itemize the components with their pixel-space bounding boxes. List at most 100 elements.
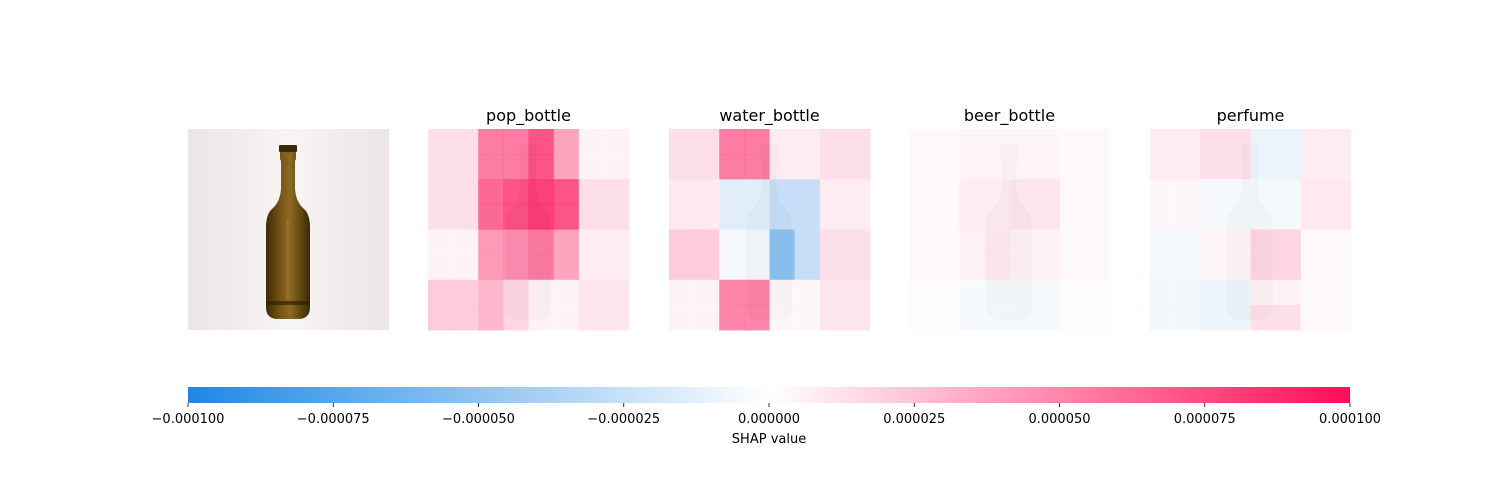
shap-cell — [1059, 254, 1086, 281]
shap-cell — [1034, 229, 1061, 256]
shap-cell — [744, 304, 770, 331]
shap-cell — [959, 204, 985, 230]
shap-cell — [1325, 179, 1352, 205]
shap-cell — [1300, 229, 1327, 256]
shap-cell — [1300, 279, 1327, 306]
shap-cell — [1275, 254, 1302, 281]
shap-cell — [984, 279, 1010, 306]
shap-cell — [428, 179, 454, 205]
shap-cell — [1034, 154, 1061, 180]
shap-cell — [844, 279, 871, 306]
shap-cell — [1325, 279, 1352, 306]
shap-cell — [1300, 304, 1327, 331]
shap-cell — [794, 154, 821, 180]
shap-cell — [934, 154, 960, 180]
shap-cell — [503, 179, 529, 205]
shap-cell — [1034, 179, 1061, 205]
shap-cell — [1175, 154, 1201, 180]
shap-cell — [603, 154, 630, 180]
shap-cell — [984, 229, 1010, 256]
shap-cell — [503, 204, 529, 230]
shap-cell — [503, 254, 529, 281]
shap-cell — [478, 254, 504, 281]
shap-cell — [428, 229, 454, 256]
shap-cell — [934, 129, 960, 155]
shap-cell — [744, 279, 770, 306]
shap-cell — [1009, 154, 1036, 180]
panel-title: perfume — [1217, 106, 1285, 125]
colorbar-ticks: −0.000100 −0.000075 −0.000050 −0.000025 0.00… — [152, 403, 1381, 427]
shap-cell — [453, 129, 479, 155]
shap-cell — [769, 129, 796, 155]
shap-cell — [1034, 204, 1061, 230]
shap-cell — [528, 204, 555, 230]
panel-title: pop_bottle — [486, 106, 571, 126]
shap-cell — [1250, 254, 1277, 281]
shap-cell — [503, 129, 529, 155]
shap-cell — [794, 129, 821, 155]
shap-cell — [1150, 229, 1176, 256]
shap-cell — [1275, 154, 1302, 180]
shap-cell — [844, 129, 871, 155]
shap-cell — [1084, 254, 1111, 281]
colorbar-tick-label: −0.000075 — [297, 412, 370, 427]
shap-cell — [1034, 279, 1061, 306]
shap-cell — [1200, 279, 1226, 306]
shap-cell — [503, 229, 529, 256]
shap-cell — [503, 154, 529, 180]
shap-cell — [1200, 179, 1226, 205]
shap-cell — [1034, 254, 1061, 281]
shap-cell — [1034, 129, 1061, 155]
shap-cell — [909, 179, 935, 205]
shap-cell — [909, 204, 935, 230]
shap-cell — [1175, 229, 1201, 256]
colorbar-tick-label: 0.000075 — [1174, 412, 1236, 427]
shap-cell — [428, 304, 454, 331]
shap-cell — [1200, 204, 1226, 230]
shap-cell — [984, 204, 1010, 230]
shap-cell — [844, 229, 871, 256]
shap-cell — [428, 154, 454, 180]
shap-cell — [819, 279, 846, 306]
shap-cell — [1250, 304, 1277, 331]
shap-cell — [553, 129, 580, 155]
panel-title: beer_bottle — [964, 106, 1055, 126]
shap-cell — [794, 204, 821, 230]
colorbar-tick-label: 0.000100 — [1319, 412, 1381, 427]
panel-perfume: perfume — [1150, 106, 1352, 331]
shap-cell — [719, 279, 745, 306]
shap-cell — [1250, 179, 1277, 205]
shap-cell — [669, 204, 695, 230]
shap-cell — [744, 254, 770, 281]
shap-cell — [769, 279, 796, 306]
shap-cell — [844, 154, 871, 180]
shap-cell — [1225, 129, 1251, 155]
shap-cell — [1084, 229, 1111, 256]
shap-cell — [1009, 229, 1036, 256]
shap-cell — [719, 304, 745, 331]
shap-cell — [578, 229, 605, 256]
shap-cell — [769, 254, 796, 281]
shap-cell — [1150, 179, 1176, 205]
shap-cell — [1200, 129, 1226, 155]
shap-cell — [1225, 229, 1251, 256]
shap-cell — [1225, 154, 1251, 180]
shap-cell — [769, 154, 796, 180]
shap-cell — [819, 229, 846, 256]
shap-cell — [1275, 229, 1302, 256]
shap-cell — [909, 129, 935, 155]
shap-cell — [719, 179, 745, 205]
shap-cell — [669, 129, 695, 155]
shap-cell — [528, 154, 555, 180]
shap-cell — [503, 279, 529, 306]
shap-cell — [844, 204, 871, 230]
panel-pop-bottle: pop_bottle — [428, 106, 630, 331]
shap-cell — [819, 154, 846, 180]
shap-cell — [578, 304, 605, 331]
shap-cell — [578, 254, 605, 281]
shap-cell — [478, 304, 504, 331]
shap-cell — [503, 304, 529, 331]
shap-cell — [934, 254, 960, 281]
shap-cell — [1059, 229, 1086, 256]
shap-cell — [478, 129, 504, 155]
